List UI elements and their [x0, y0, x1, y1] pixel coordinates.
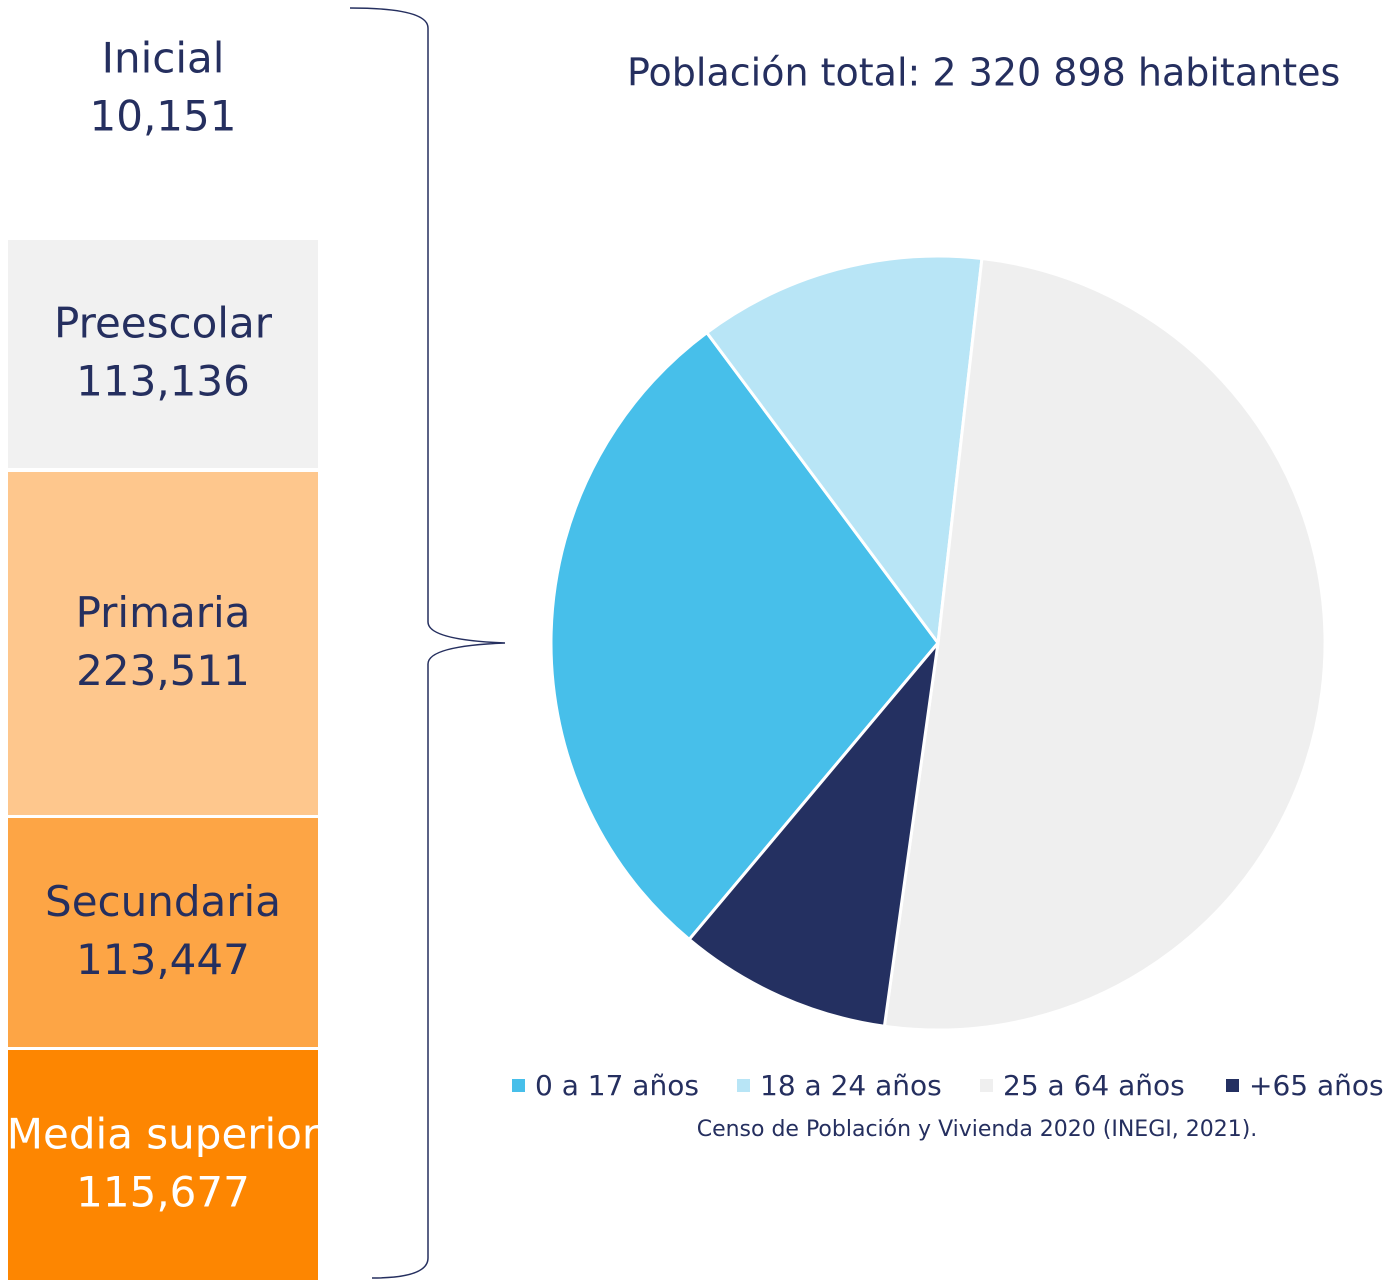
level-box	[8, 0, 318, 238]
level-value: 113,136	[76, 357, 250, 406]
level-name: Secundaria	[45, 877, 281, 926]
legend-swatch	[980, 1079, 993, 1092]
level-value: 113,447	[76, 935, 250, 984]
level-name: Inicial	[102, 34, 225, 83]
legend-label: 25 a 64 años	[1003, 1069, 1185, 1102]
level-value: 10,151	[90, 92, 237, 141]
legend-swatch	[512, 1079, 525, 1092]
level-value: 223,511	[76, 646, 250, 695]
pie-slice	[704, 254, 984, 647]
pie-slice	[882, 256, 1327, 1032]
source: Censo de Población y Vivienda 2020 (INEG…	[697, 1117, 1258, 1142]
pie-slice	[687, 638, 941, 1028]
legend-label: +65 años	[1249, 1069, 1384, 1102]
legend-label: 0 a 17 años	[535, 1069, 699, 1102]
pie-slice	[549, 330, 940, 942]
brace	[349, 7, 506, 1279]
level-name: Preescolar	[54, 299, 273, 348]
legend-swatch	[737, 1079, 750, 1092]
chart-title: Población total: 2 320 898 habitantes	[627, 51, 1340, 95]
legend-label: 18 a 24 años	[760, 1069, 942, 1102]
level-box	[8, 1050, 318, 1280]
level-box	[8, 240, 318, 468]
level-box	[8, 472, 318, 815]
level-name: Primaria	[76, 588, 251, 637]
legend-swatch	[1226, 1079, 1239, 1092]
level-box	[8, 818, 318, 1047]
level-value: 115,677	[76, 1168, 250, 1217]
level-name: Media superior	[7, 1110, 320, 1159]
